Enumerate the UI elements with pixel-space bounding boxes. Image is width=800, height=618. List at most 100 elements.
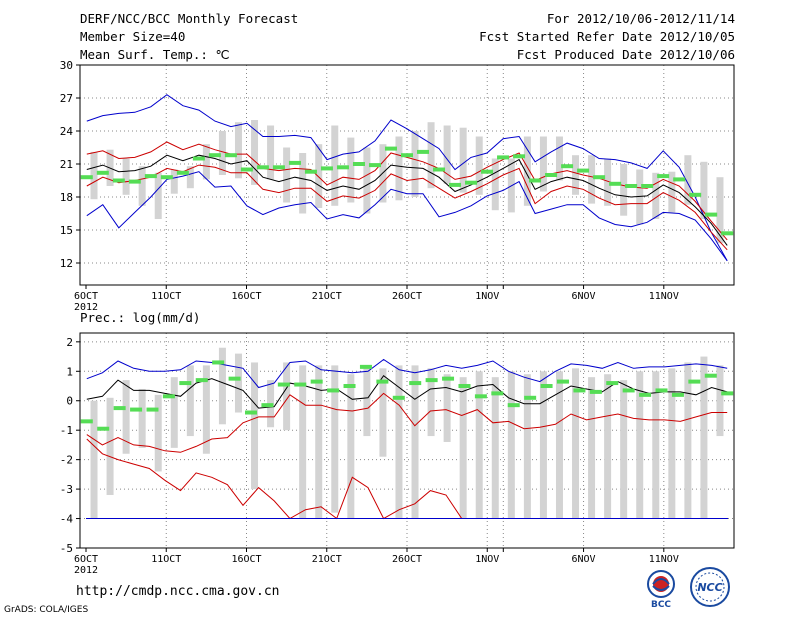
- median-marker: [577, 168, 590, 173]
- range-bar: [700, 161, 708, 219]
- x-tick-label: 26OCT: [392, 291, 422, 302]
- median-marker: [160, 175, 173, 180]
- median-marker: [657, 174, 670, 179]
- y-tick-label: 24: [60, 125, 74, 138]
- range-bar: [299, 365, 307, 519]
- range-bar: [90, 400, 98, 519]
- x-tick-label: 26OCT: [392, 554, 422, 565]
- y-tick-label: -5: [60, 542, 73, 555]
- median-marker: [507, 403, 520, 408]
- median-marker: [474, 394, 487, 399]
- median-marker: [513, 154, 526, 159]
- median-marker: [497, 155, 510, 160]
- median-marker: [673, 177, 686, 182]
- median-marker: [545, 173, 558, 177]
- median-marker: [294, 382, 307, 387]
- range-bar: [202, 365, 210, 454]
- median-marker: [425, 378, 438, 383]
- grads-credit: GrADS: COLA/IGES: [4, 605, 89, 615]
- range-bar: [427, 122, 435, 189]
- median-marker: [208, 153, 221, 158]
- median-marker: [705, 212, 718, 217]
- median-marker: [192, 156, 205, 161]
- range-bar: [507, 371, 515, 519]
- x-tick-label: 21OCT: [312, 291, 342, 302]
- range-bar: [652, 371, 660, 519]
- median-marker: [320, 166, 333, 171]
- median-marker: [433, 167, 446, 172]
- x-tick-label: 11OCT: [151, 291, 181, 302]
- ncc-logo-text: NCC: [697, 581, 722, 594]
- x-tick-label: 16OCT: [231, 554, 261, 565]
- median-marker: [80, 175, 93, 180]
- median-marker: [540, 384, 553, 389]
- median-marker: [162, 394, 175, 399]
- range-bar: [411, 131, 419, 197]
- x-tick-label: 1NOV: [475, 291, 499, 302]
- median-marker: [622, 388, 635, 393]
- range-bar: [251, 120, 259, 185]
- range-bar: [411, 365, 419, 519]
- y-tick-label: -4: [60, 513, 74, 526]
- median-marker: [343, 384, 356, 389]
- y-tick-label: 18: [60, 191, 73, 204]
- range-bar: [652, 172, 660, 219]
- range-bar: [539, 136, 547, 192]
- median-marker: [130, 407, 143, 412]
- range-bar: [363, 147, 371, 214]
- median-marker: [146, 407, 159, 412]
- median-marker: [671, 392, 684, 397]
- range-bar: [154, 172, 162, 219]
- x-tick-label: 6OCT: [74, 554, 98, 565]
- range-bar: [491, 158, 499, 211]
- source-url[interactable]: http://cmdp.ncc.cma.gov.cn: [76, 584, 280, 599]
- range-bar: [491, 377, 499, 519]
- median-marker: [655, 388, 668, 393]
- median-marker: [80, 419, 93, 424]
- median-marker: [256, 165, 269, 170]
- range-bar: [539, 371, 547, 519]
- range-bar: [395, 365, 403, 519]
- median-marker: [481, 169, 494, 174]
- range-bar: [523, 374, 531, 519]
- median-marker: [352, 162, 365, 166]
- x-tick-label: 11OCT: [151, 554, 181, 565]
- median-marker: [228, 376, 241, 381]
- x-tick-label: 6NOV: [572, 291, 596, 302]
- median-marker: [641, 184, 654, 188]
- range-bar: [588, 377, 596, 519]
- y-tick-label: -3: [60, 483, 73, 496]
- median-marker: [465, 180, 478, 185]
- median-marker: [113, 406, 126, 411]
- median-marker: [449, 182, 462, 187]
- range-bar: [202, 144, 210, 180]
- x-year-label: 2012: [74, 302, 98, 313]
- precip-title: Prec.: log(mm/d): [80, 310, 200, 325]
- median-marker: [336, 165, 349, 170]
- median-marker: [128, 179, 141, 184]
- median-marker: [417, 149, 430, 154]
- series-line-max: [86, 94, 728, 262]
- bcc-logo: BCC: [647, 570, 675, 608]
- median-marker: [176, 170, 189, 175]
- range-bar: [251, 362, 259, 490]
- median-marker: [310, 379, 323, 384]
- range-bar: [90, 151, 98, 200]
- range-bar: [186, 365, 194, 437]
- median-marker: [561, 164, 574, 169]
- median-marker: [721, 391, 734, 396]
- range-bar: [170, 169, 178, 194]
- median-marker: [327, 388, 340, 393]
- range-bar: [716, 177, 724, 244]
- y-tick-label: -1: [60, 424, 73, 437]
- range-bar: [283, 362, 291, 431]
- median-marker: [524, 395, 537, 400]
- range-bar: [138, 166, 146, 206]
- series-line-mean: [86, 154, 728, 246]
- start-date-label: Fcst Started Refer Date 2012/10/05: [479, 29, 735, 44]
- range-bar: [315, 144, 323, 208]
- y-tick-label: 27: [60, 92, 73, 105]
- median-marker: [442, 376, 455, 381]
- median-marker: [179, 381, 192, 386]
- median-marker: [573, 388, 586, 393]
